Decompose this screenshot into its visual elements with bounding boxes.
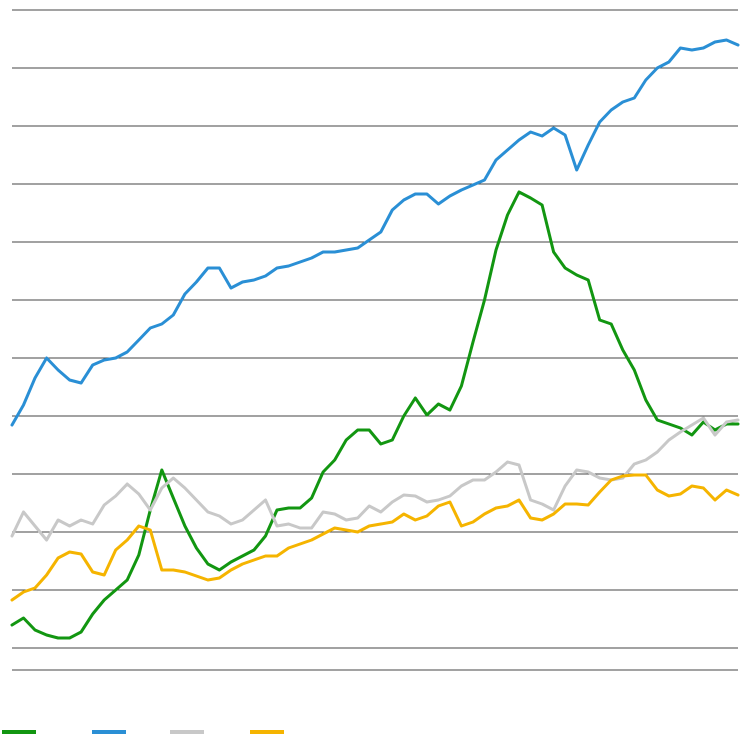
line-chart <box>0 0 750 750</box>
gridlines <box>12 10 738 670</box>
series-group <box>12 40 738 638</box>
series-blue <box>12 40 738 425</box>
series-green <box>12 192 738 638</box>
chart-svg <box>0 0 750 750</box>
series-yellow <box>12 475 738 600</box>
